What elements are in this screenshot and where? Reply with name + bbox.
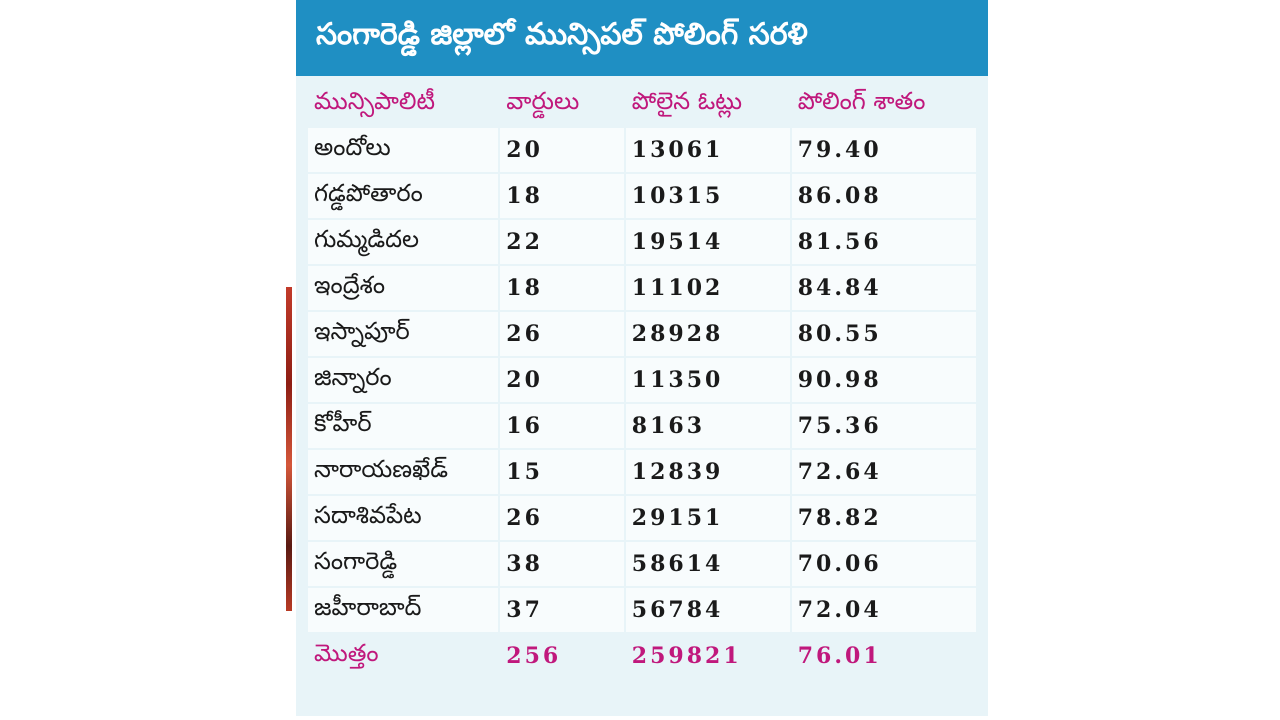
header-row: మున్సిపాలిటీ వార్డులు పోలైన ఓట్లు పోలింగ… [308, 82, 976, 126]
votes-cell: 58614 [625, 542, 790, 586]
table-row: గడ్డపోతారం 18 10315 86.08 [308, 174, 976, 218]
total-row: మొత్తం 256 259821 76.01 [308, 634, 976, 678]
percent-cell: 75.36 [791, 404, 976, 448]
table-row: ఇస్నాపూర్ 26 28928 80.55 [308, 312, 976, 356]
wards-cell: 18 [500, 174, 624, 218]
wards-cell: 38 [500, 542, 624, 586]
table-row: కోహీర్ 16 8163 75.36 [308, 404, 976, 448]
wards-cell: 18 [500, 266, 624, 310]
polling-table: మున్సిపాలిటీ వార్డులు పోలైన ఓట్లు పోలింగ… [306, 80, 978, 680]
municipality-cell: మొత్తం [308, 634, 499, 678]
table-row: ఇంద్రేశం 18 11102 84.84 [308, 266, 976, 310]
table-row: జహీరాబాద్ 37 56784 72.04 [308, 588, 976, 632]
percent-cell: 79.40 [791, 128, 976, 172]
votes-cell: 13061 [625, 128, 790, 172]
table-row: సదాశివపేట 26 29151 78.82 [308, 496, 976, 540]
votes-cell: 11102 [625, 266, 790, 310]
percent-cell: 80.55 [791, 312, 976, 356]
municipality-cell: నారాయణఖేడ్ [308, 450, 499, 494]
header-municipality: మున్సిపాలిటీ [308, 82, 499, 126]
municipality-cell: ఇస్నాపూర్ [308, 312, 499, 356]
wards-cell: 15 [500, 450, 624, 494]
wards-cell: 22 [500, 220, 624, 264]
table-row: గుమ్మడిదల 22 19514 81.56 [308, 220, 976, 264]
wards-cell: 26 [500, 312, 624, 356]
side-photo-strip [286, 287, 292, 611]
votes-cell: 8163 [625, 404, 790, 448]
municipality-cell: గుమ్మడిదల [308, 220, 499, 264]
votes-cell: 56784 [625, 588, 790, 632]
percent-cell: 90.98 [791, 358, 976, 402]
percent-cell: 70.06 [791, 542, 976, 586]
votes-cell: 259821 [625, 634, 790, 678]
municipality-cell: జహీరాబాద్ [308, 588, 499, 632]
votes-cell: 10315 [625, 174, 790, 218]
header-wards: వార్డులు [500, 82, 624, 126]
votes-cell: 19514 [625, 220, 790, 264]
wards-cell: 256 [500, 634, 624, 678]
percent-cell: 72.04 [791, 588, 976, 632]
table-row: నారాయణఖేడ్ 15 12839 72.64 [308, 450, 976, 494]
percent-cell: 86.08 [791, 174, 976, 218]
wards-cell: 20 [500, 128, 624, 172]
municipality-cell: కోహీర్ [308, 404, 499, 448]
percent-cell: 78.82 [791, 496, 976, 540]
votes-cell: 28928 [625, 312, 790, 356]
table-row: సంగారెడ్డి 38 58614 70.06 [308, 542, 976, 586]
polling-table-card: సంగారెడ్డి జిల్లాలో మున్సిపల్ పోలింగ్ సర… [296, 0, 988, 716]
header-votes-polled: పోలైన ఓట్లు [625, 82, 790, 126]
percent-cell: 72.64 [791, 450, 976, 494]
percent-cell: 81.56 [791, 220, 976, 264]
municipality-cell: అందోలు [308, 128, 499, 172]
votes-cell: 12839 [625, 450, 790, 494]
header-polling-percent: పోలింగ్ శాతం [791, 82, 976, 126]
municipality-cell: ఇంద్రేశం [308, 266, 499, 310]
municipality-cell: గడ్డపోతారం [308, 174, 499, 218]
wards-cell: 37 [500, 588, 624, 632]
wards-cell: 20 [500, 358, 624, 402]
municipality-cell: జిన్నారం [308, 358, 499, 402]
percent-cell: 84.84 [791, 266, 976, 310]
table-title: సంగారెడ్డి జిల్లాలో మున్సిపల్ పోలింగ్ సర… [296, 0, 988, 76]
municipality-cell: సంగారెడ్డి [308, 542, 499, 586]
table-row: అందోలు 20 13061 79.40 [308, 128, 976, 172]
percent-cell: 76.01 [791, 634, 976, 678]
table-row: జిన్నారం 20 11350 90.98 [308, 358, 976, 402]
votes-cell: 11350 [625, 358, 790, 402]
municipality-cell: సదాశివపేట [308, 496, 499, 540]
wards-cell: 26 [500, 496, 624, 540]
votes-cell: 29151 [625, 496, 790, 540]
wards-cell: 16 [500, 404, 624, 448]
